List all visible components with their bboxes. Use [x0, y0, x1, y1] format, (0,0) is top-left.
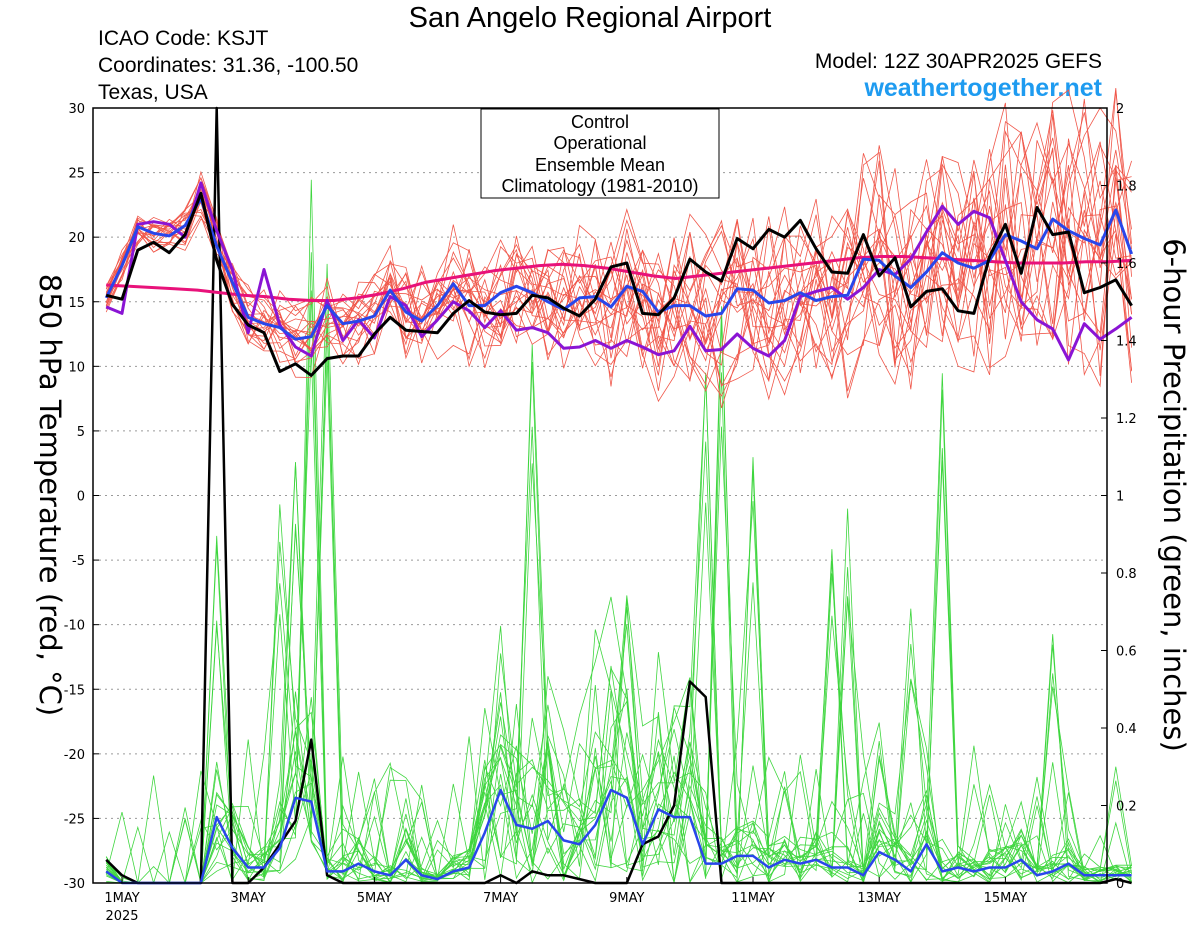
x-tick-year: 2025	[105, 909, 138, 924]
precip-member-line	[105, 263, 1132, 884]
y-tick-label: -30	[64, 877, 85, 892]
series-ensemble-mean	[104, 196, 1134, 341]
grid-lines	[93, 172, 1107, 819]
precip-member-line	[105, 361, 1132, 884]
y-tick-label: 0	[77, 490, 85, 505]
y2-tick-label: 1.2	[1116, 412, 1137, 427]
x-tick-label: 15MAY	[984, 891, 1028, 906]
y-axis-ticks: 30 25 20 15 10 5 0 -5 -10 -15 -20 -25 -30	[64, 102, 99, 892]
legend-box	[480, 108, 720, 199]
series-operational	[105, 181, 1133, 362]
precip-member-line	[105, 457, 1132, 884]
y-tick-label: -5	[72, 554, 85, 569]
icao-code: ICAO Code: KSJT	[98, 27, 269, 50]
y-tick-label: 20	[68, 231, 85, 246]
y2-tick-label: 1.6	[1116, 257, 1137, 272]
precip-member-line	[105, 310, 1132, 884]
y-tick-label: 15	[68, 296, 85, 311]
x-tick-label: 5MAY	[357, 891, 392, 906]
legend: Control Operational Ensemble Mean Climat…	[480, 108, 720, 199]
x-tick-label: 3MAY	[231, 891, 266, 906]
legend-climatology: Climatology (1981-2010)	[501, 176, 698, 196]
model-run: Model: 12Z 30APR2025 GEFS	[814, 50, 1102, 73]
y2-axis-ticks: 2 1.8 1.6 1.4 1.2 1 0.8 0.6 0.4 0.2 0	[1101, 102, 1137, 892]
y2-tick-label: 0.8	[1116, 567, 1137, 582]
series-control	[105, 191, 1133, 377]
main-series	[104, 106, 1134, 885]
y2-axis-label: 6-hour Precipitation (green, inches)	[1157, 238, 1191, 752]
temp-member-line	[105, 140, 1132, 399]
x-tick-label: 9MAY	[609, 891, 644, 906]
temp-member-line	[105, 147, 1132, 403]
x-tick-label: 13MAY	[857, 891, 901, 906]
y-tick-label: -25	[64, 812, 85, 827]
y2-tick-label: 0	[1116, 877, 1124, 892]
series-climatology-1981-2010-	[106, 255, 1132, 302]
series-ensemble-mean-precipitation	[105, 788, 1132, 885]
series-control-precipitation	[105, 106, 1132, 885]
y-axis-label: 850 hPa Temperature (red, °C)	[33, 274, 67, 716]
legend-operational: Operational	[553, 133, 646, 153]
precip-member-line	[105, 344, 1132, 884]
y2-tick-label: 1	[1116, 490, 1124, 505]
precip-member-line	[106, 325, 1132, 884]
page-title: San Angelo Regional Airport	[408, 2, 772, 34]
y-tick-label: 30	[68, 102, 85, 117]
precip-member-line	[105, 306, 1132, 884]
y2-tick-label: 2	[1116, 102, 1124, 117]
y2-tick-label: 1.8	[1116, 180, 1137, 195]
precip-member-line	[105, 252, 1132, 885]
x-tick-label: 7MAY	[483, 891, 518, 906]
legend-ensemble-mean: Ensemble Mean	[535, 155, 665, 175]
precip-member-line	[105, 468, 1132, 884]
coordinates: Coordinates: 31.36, -100.50	[98, 54, 359, 77]
y2-tick-label: 0.2	[1116, 800, 1137, 815]
y-tick-label: -10	[64, 619, 85, 634]
x-tick-label: 1MAY	[104, 891, 139, 906]
temp-member-line	[105, 87, 1132, 396]
temp-member-line	[105, 131, 1132, 376]
y2-tick-label: 0.4	[1116, 722, 1137, 737]
y-tick-label: 10	[68, 360, 85, 375]
precip-member-line	[106, 348, 1132, 884]
y-tick-label: -15	[64, 683, 85, 698]
x-axis-ticks: 1MAY 2025 3MAY 5MAY 7MAY 9MAY 11MAY 13MAY 15MAY	[104, 877, 1027, 924]
legend-control: Control	[571, 112, 629, 132]
y-tick-label: 5	[77, 425, 85, 440]
precip-member-line	[105, 426, 1132, 884]
y-tick-label: 25	[68, 167, 85, 182]
site-link[interactable]: weathertogether.net	[864, 74, 1102, 102]
temp-member-line	[105, 159, 1132, 387]
precip-member-line	[105, 179, 1132, 884]
x-tick-label: 11MAY	[731, 891, 775, 906]
y-tick-label: -20	[64, 748, 85, 763]
temp-member-line	[105, 130, 1132, 386]
y2-tick-label: 1.4	[1116, 335, 1137, 350]
region: Texas, USA	[98, 81, 208, 104]
precip-member-line	[105, 462, 1132, 884]
y2-tick-label: 0.6	[1116, 645, 1137, 660]
